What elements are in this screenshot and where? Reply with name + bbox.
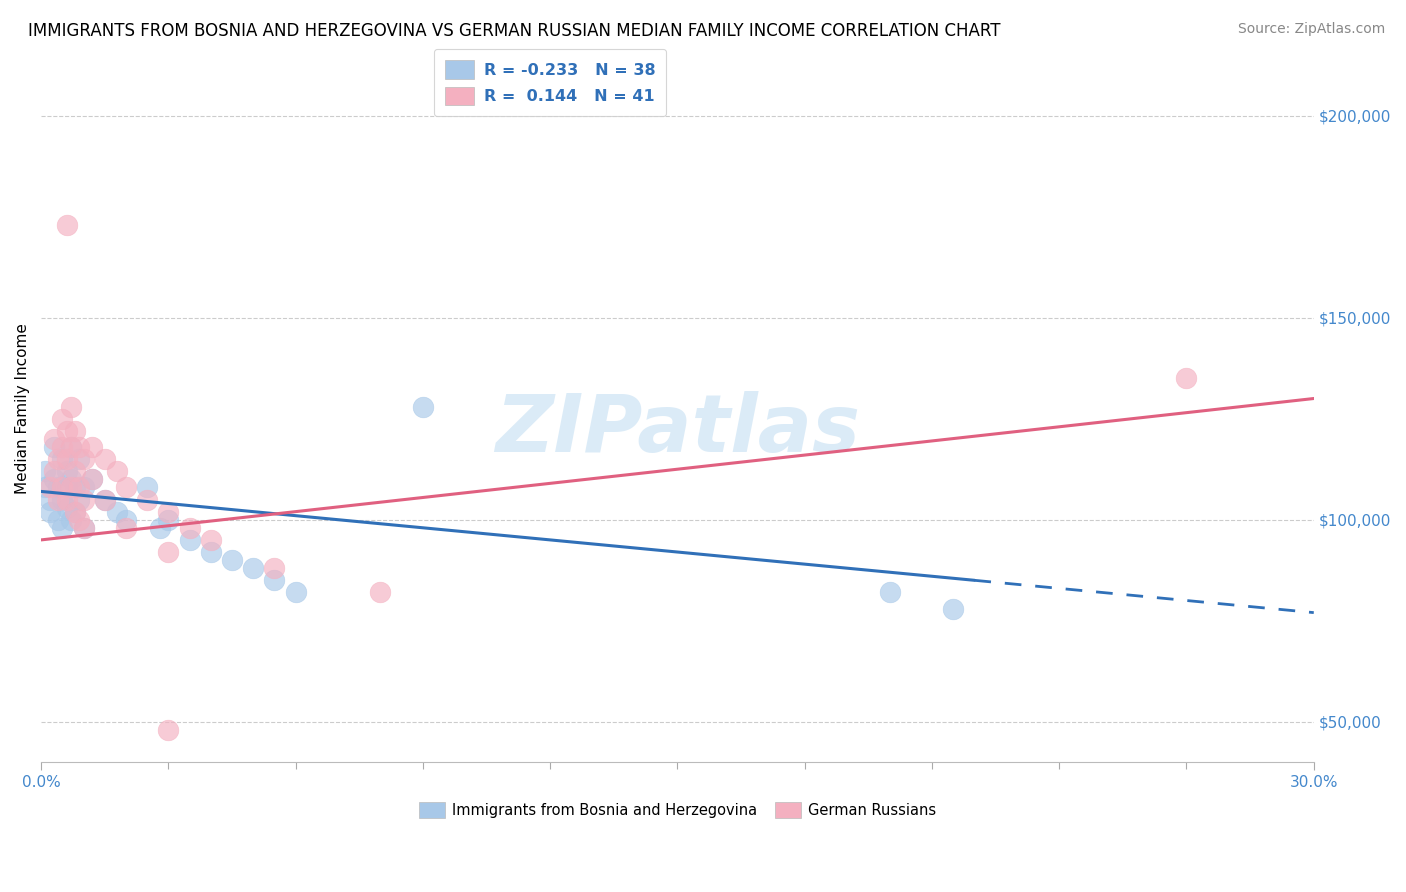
Point [72,480,94,494]
Point [38,492,60,507]
Point [59,440,82,454]
Point [136,492,159,507]
Point [34,480,56,494]
Point [284,585,307,599]
Point [93,452,115,467]
Point [55,500,77,515]
Point [46,452,69,467]
Point [67,513,90,527]
Point [63,424,86,438]
Point [80,440,103,454]
Point [149,521,172,535]
Point [42,440,65,454]
Point [370,585,392,599]
Point [63,480,86,494]
Point [55,218,77,232]
Point [46,513,69,527]
Point [51,480,73,494]
Point [59,472,82,486]
Point [63,505,86,519]
Point [412,400,434,414]
Point [51,452,73,467]
Point [93,492,115,507]
Point [80,472,103,486]
Point [879,585,901,599]
Point [179,521,201,535]
Point [42,432,65,446]
Point [72,492,94,507]
Point [55,480,77,494]
Point [55,452,77,467]
Point [67,440,90,454]
Point [157,505,180,519]
Point [942,601,965,615]
Point [72,521,94,535]
Point [72,521,94,535]
Point [51,492,73,507]
Point [51,440,73,454]
Point [67,480,90,494]
Point [107,505,129,519]
Point [34,464,56,478]
Point [51,411,73,425]
Point [67,492,90,507]
Point [157,723,180,737]
Text: ZIPatlas: ZIPatlas [495,391,860,469]
Point [200,545,222,559]
Legend: Immigrants from Bosnia and Herzegovina, German Russians: Immigrants from Bosnia and Herzegovina, … [411,795,943,825]
Point [67,452,90,467]
Text: Source: ZipAtlas.com: Source: ZipAtlas.com [1237,22,1385,37]
Point [107,464,129,478]
Point [63,464,86,478]
Point [55,424,77,438]
Y-axis label: Median Family Income: Median Family Income [15,323,30,494]
Point [42,464,65,478]
Text: IMMIGRANTS FROM BOSNIA AND HERZEGOVINA VS GERMAN RUSSIAN MEDIAN FAMILY INCOME CO: IMMIGRANTS FROM BOSNIA AND HERZEGOVINA V… [28,22,1001,40]
Point [136,480,159,494]
Point [72,452,94,467]
Point [157,545,180,559]
Point [221,553,243,567]
Point [179,533,201,547]
Point [242,561,264,575]
Point [1175,371,1198,385]
Point [59,400,82,414]
Point [46,480,69,494]
Point [59,513,82,527]
Point [38,480,60,494]
Point [55,464,77,478]
Point [38,505,60,519]
Point [93,492,115,507]
Point [63,505,86,519]
Point [115,521,138,535]
Point [59,480,82,494]
Point [51,521,73,535]
Point [200,533,222,547]
Point [42,472,65,486]
Point [80,472,103,486]
Point [46,492,69,507]
Point [55,492,77,507]
Point [157,513,180,527]
Point [115,480,138,494]
Point [115,513,138,527]
Point [59,440,82,454]
Point [263,561,285,575]
Point [263,574,285,588]
